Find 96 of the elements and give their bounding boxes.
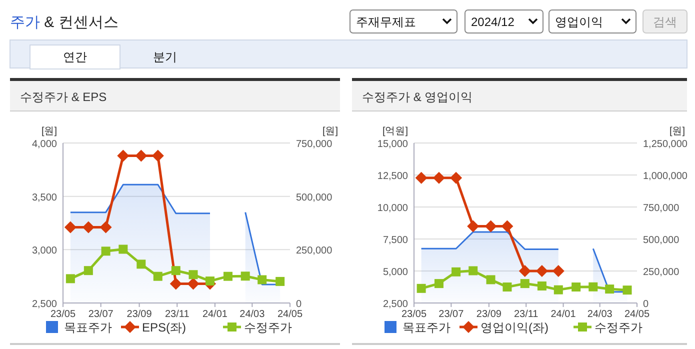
text: 분기 bbox=[153, 50, 177, 64]
y2-tick-label: 0 bbox=[643, 299, 649, 310]
x-tick-label: 23/07 bbox=[438, 309, 464, 320]
y2-tick-label: 500,000 bbox=[296, 192, 333, 204]
point bbox=[452, 267, 461, 276]
point bbox=[187, 278, 200, 290]
point bbox=[170, 278, 182, 290]
point bbox=[66, 274, 75, 284]
point bbox=[416, 284, 426, 293]
x-tick-label: 23/09 bbox=[126, 309, 152, 320]
legend-label: 수정주가 bbox=[244, 320, 292, 334]
legend-label: 영업이익(좌) bbox=[480, 320, 548, 334]
point bbox=[258, 275, 267, 284]
x-tick-label: 23/11 bbox=[164, 309, 190, 320]
point bbox=[572, 282, 581, 292]
text: 영업이익 bbox=[555, 15, 603, 29]
y-tick-label: 2,500 bbox=[32, 299, 58, 310]
point bbox=[432, 172, 445, 184]
legend-label: 목표주가 bbox=[64, 320, 112, 334]
legend-label: 수정주가 bbox=[594, 320, 642, 334]
point bbox=[518, 265, 531, 277]
y-tick-label: 5,000 bbox=[382, 267, 408, 278]
point bbox=[552, 265, 564, 277]
x-tick-label: 24/03 bbox=[240, 309, 266, 320]
text: 2024/12 bbox=[471, 15, 515, 29]
point bbox=[84, 266, 93, 276]
y2-tick-label: 500,000 bbox=[643, 235, 680, 246]
point bbox=[554, 285, 563, 294]
point bbox=[118, 244, 128, 254]
y2-tick-label: 1,000,000 bbox=[643, 171, 688, 182]
point bbox=[135, 150, 148, 162]
point bbox=[415, 172, 428, 184]
point bbox=[520, 279, 530, 288]
y2-tick-label: 250,000 bbox=[296, 246, 333, 257]
x-tick-label: 23/11 bbox=[514, 309, 539, 320]
point bbox=[434, 279, 444, 288]
y-tick-label: 7,500 bbox=[382, 235, 408, 246]
point bbox=[101, 246, 110, 256]
point bbox=[153, 272, 162, 281]
y2-axis-title: [원] bbox=[322, 126, 338, 137]
x-tick-label: 24/05 bbox=[277, 309, 303, 320]
y-tick-label: 15,000 bbox=[377, 139, 408, 150]
x-tick-label: 23/07 bbox=[88, 309, 114, 320]
y-tick-label: 12,500 bbox=[377, 171, 408, 182]
text: 주재무제표 bbox=[356, 15, 416, 29]
point bbox=[537, 281, 546, 290]
y2-tick-label: 250,000 bbox=[643, 267, 680, 278]
text: 주가 & 컨센서스 bbox=[10, 14, 118, 31]
point bbox=[467, 220, 480, 232]
chart-title: 수정주가 & EPS bbox=[20, 90, 107, 104]
point bbox=[64, 221, 76, 234]
point bbox=[205, 276, 214, 286]
point bbox=[240, 272, 250, 281]
point bbox=[82, 221, 94, 234]
y-tick-label: 4,000 bbox=[32, 139, 58, 150]
point bbox=[136, 260, 146, 269]
point bbox=[468, 266, 478, 276]
y2-tick-label: 750,000 bbox=[643, 203, 680, 214]
legend-label: EPS(좌) bbox=[142, 320, 186, 334]
point bbox=[276, 276, 285, 286]
point bbox=[223, 272, 232, 281]
legend-label: 목표주가 bbox=[402, 320, 450, 334]
point bbox=[450, 172, 462, 184]
point bbox=[117, 150, 130, 162]
point bbox=[622, 286, 632, 295]
y-tick-label: 3,500 bbox=[32, 192, 58, 204]
point bbox=[501, 220, 514, 232]
x-tick-label: 23/05 bbox=[50, 309, 76, 320]
x-tick-label: 24/03 bbox=[587, 309, 613, 320]
x-tick-label: 24/05 bbox=[624, 309, 650, 320]
x-tick-label: 24/01 bbox=[550, 309, 576, 320]
x-tick-label: 23/09 bbox=[476, 309, 502, 320]
y2-tick-label: 750,000 bbox=[296, 139, 333, 150]
point bbox=[502, 282, 512, 292]
y2-tick-label: 1,250,000 bbox=[643, 139, 688, 150]
text: 검색 bbox=[653, 15, 677, 29]
x-tick-label: 24/01 bbox=[202, 309, 228, 320]
point bbox=[484, 220, 497, 232]
point bbox=[152, 150, 164, 162]
y2-tick-label: 0 bbox=[296, 299, 302, 310]
y-axis-title: [억원] bbox=[382, 126, 408, 137]
y-tick-label: 3,000 bbox=[32, 246, 58, 257]
point bbox=[100, 221, 112, 234]
y2-axis-title: [원] bbox=[669, 126, 686, 137]
point bbox=[605, 284, 614, 294]
y-axis-title: [원] bbox=[41, 126, 58, 137]
y-tick-label: 10,000 bbox=[377, 203, 408, 214]
x-tick-label: 23/05 bbox=[401, 309, 427, 320]
text: 연간 bbox=[63, 50, 87, 64]
point bbox=[588, 282, 598, 292]
point bbox=[188, 270, 198, 280]
point bbox=[536, 265, 548, 277]
chart-title: 수정주가 & 영업이익 bbox=[362, 90, 473, 104]
y-tick-label: 2,500 bbox=[382, 299, 408, 310]
point bbox=[486, 275, 496, 284]
point bbox=[171, 266, 180, 276]
